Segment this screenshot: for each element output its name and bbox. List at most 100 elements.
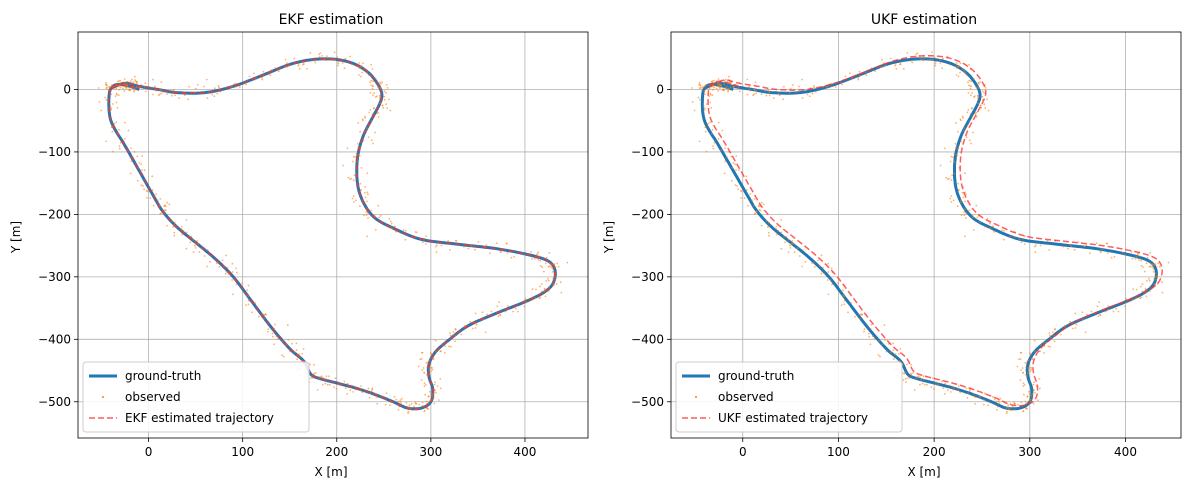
observed-point [954, 65, 957, 68]
observed-point [693, 109, 696, 112]
observed-point [425, 384, 427, 386]
observed-point [966, 396, 969, 399]
observed-point [385, 225, 388, 228]
observed-point [734, 184, 737, 187]
observed-point [711, 128, 714, 131]
observed-point [902, 67, 905, 70]
observed-point [357, 122, 360, 124]
observed-point [1081, 311, 1084, 314]
observed-point [427, 361, 429, 364]
observed-point [360, 385, 362, 387]
observed-point [982, 403, 985, 406]
observed-point [355, 153, 358, 155]
observed-point [475, 323, 478, 326]
observed-point [302, 61, 305, 64]
observed-point [967, 108, 970, 111]
observed-point [124, 85, 126, 88]
observed-point [953, 153, 956, 155]
ground-truth-line [700, 57, 1158, 411]
observed-point [166, 201, 169, 204]
observed-point [180, 225, 183, 228]
observed-point [1132, 298, 1135, 301]
observed-point [535, 288, 537, 291]
observed-point [932, 388, 935, 390]
observed-point [724, 160, 727, 163]
observed-point [724, 78, 727, 81]
observed-point [1046, 240, 1049, 242]
observed-point [385, 103, 388, 106]
y-tick-label: −400 [38, 332, 71, 346]
observed-point [717, 78, 720, 80]
observed-point [262, 70, 265, 73]
observed-point [860, 313, 863, 315]
observed-point [386, 87, 389, 89]
observed-point [326, 383, 329, 386]
observed-point [1138, 259, 1140, 261]
observed-point [850, 302, 853, 304]
observed-point [455, 239, 457, 242]
observed-point [263, 318, 265, 320]
observed-point [109, 105, 112, 108]
observed-point [427, 402, 429, 405]
observed-point [112, 150, 114, 153]
observed-point [902, 379, 905, 381]
observed-point [431, 395, 434, 397]
observed-point [395, 398, 398, 401]
observed-point [942, 387, 945, 390]
observed-point [735, 169, 737, 171]
observed-point [378, 97, 381, 100]
observed-point [213, 95, 216, 98]
observed-point [858, 313, 861, 316]
observed-point [926, 383, 928, 386]
observed-point [325, 55, 328, 57]
observed-point [755, 92, 757, 95]
legend-label: ground-truth [125, 369, 201, 383]
observed-point [218, 86, 220, 89]
observed-point [371, 68, 374, 70]
observed-point [539, 259, 542, 262]
observed-point [775, 228, 778, 231]
observed-point [267, 328, 270, 331]
observed-point [353, 385, 356, 388]
observed-point [731, 166, 734, 169]
observed-point [1020, 351, 1023, 354]
observed-point [919, 383, 921, 386]
observed-point [351, 197, 354, 200]
observed-point [488, 252, 491, 255]
observed-point [440, 244, 443, 247]
observed-point [723, 89, 726, 92]
y-tick-label: −500 [631, 395, 664, 409]
y-tick-label: −500 [38, 395, 71, 409]
observed-point [806, 93, 809, 96]
observed-point [371, 85, 374, 88]
observed-point [543, 290, 545, 293]
observed-point [898, 63, 901, 66]
observed-point [196, 83, 199, 86]
observed-point [795, 91, 798, 93]
observed-point [537, 259, 540, 261]
observed-point [967, 392, 969, 395]
observed-point [388, 404, 391, 407]
observed-point [767, 225, 770, 228]
observed-point [1022, 382, 1025, 385]
observed-point [166, 224, 168, 227]
observed-point [939, 62, 942, 64]
observed-point [968, 120, 971, 122]
observed-point [141, 169, 143, 171]
observed-point [970, 94, 972, 97]
observed-point [337, 60, 340, 63]
observed-point [379, 82, 382, 85]
observed-point [953, 161, 956, 163]
observed-point [749, 89, 752, 92]
observed-point [760, 93, 763, 95]
observed-point [336, 56, 339, 58]
observed-point [961, 191, 964, 194]
y-tick-label: −200 [38, 207, 71, 221]
observed-point [930, 386, 933, 388]
observed-point [949, 160, 952, 163]
observed-point [219, 90, 222, 93]
observed-point [1141, 283, 1144, 285]
observed-point [993, 230, 996, 233]
legend: ground-truth observed EKF estimated trajec… [82, 361, 310, 433]
observed-point [1013, 409, 1016, 411]
